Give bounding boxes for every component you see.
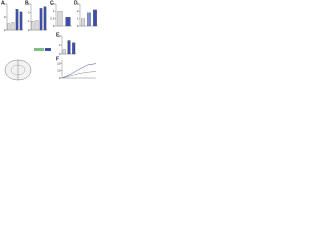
y-tick-label: 4 — [59, 34, 61, 38]
bar — [19, 11, 23, 31]
construct-box — [45, 48, 51, 51]
panel-label: E — [56, 32, 60, 38]
y-tick-label: 20 — [57, 61, 61, 65]
y-tick-label: 0 — [53, 24, 55, 28]
y-tick-label: 1.5 — [50, 2, 55, 6]
y-tick-label: 2 — [4, 15, 6, 19]
y-tick-label: 1 — [77, 16, 79, 20]
y-tick-label: 0 — [59, 52, 61, 56]
y-tick-label: 1 — [28, 19, 30, 23]
panel-label: C — [50, 0, 54, 6]
y-tick-label: 0 — [28, 28, 30, 32]
y-tick-label: 2 — [59, 43, 61, 47]
panel-label: D — [74, 0, 78, 6]
bar — [57, 11, 63, 27]
y-tick-label: 2 — [77, 9, 79, 13]
bar — [35, 20, 39, 31]
bar — [67, 40, 71, 55]
panel-label: A — [1, 0, 5, 6]
bar — [39, 8, 43, 31]
y-tick-label: 4 — [4, 2, 6, 6]
y-tick-label: 0.5 — [50, 16, 55, 20]
bar — [93, 9, 97, 27]
bar — [65, 17, 71, 27]
y-tick-label: 2 — [28, 10, 30, 14]
panel-label: B — [25, 0, 29, 6]
y-tick-label: 3 — [28, 2, 30, 6]
schematic — [34, 48, 51, 51]
panel-label: F — [56, 56, 59, 62]
brain-diagram — [4, 59, 32, 81]
y-tick-label: 10 — [57, 69, 61, 73]
bar — [11, 22, 15, 31]
y-tick-label: 3 — [77, 2, 79, 6]
bar — [7, 23, 11, 31]
bar — [72, 42, 76, 55]
y-tick-label: 0 — [4, 28, 6, 32]
bar — [81, 18, 85, 27]
bar — [31, 21, 35, 31]
y-tick-label: 0 — [77, 24, 79, 28]
line — [61, 63, 97, 79]
y-tick-label: 0 — [59, 76, 61, 80]
bar — [15, 9, 19, 31]
y-tick-label: 1 — [53, 9, 55, 13]
bar — [62, 49, 66, 55]
line — [61, 71, 97, 79]
bar — [43, 6, 47, 31]
construct-box — [34, 48, 44, 51]
bar — [87, 12, 91, 27]
